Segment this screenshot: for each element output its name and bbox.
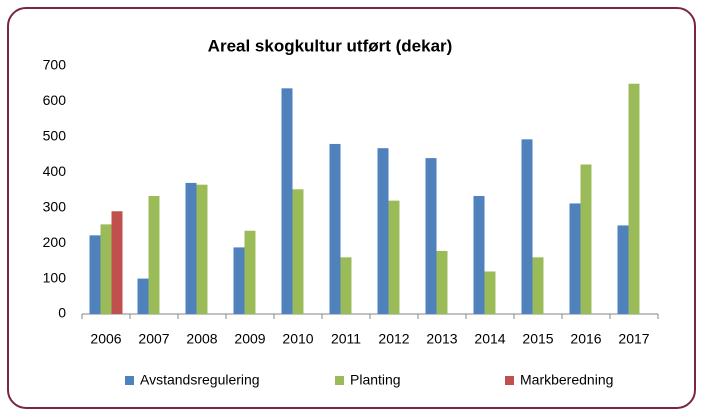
- bar: [111, 211, 123, 314]
- y-tick-label: 100: [43, 269, 67, 285]
- bar: [532, 257, 544, 314]
- x-tick-label: 2008: [186, 331, 217, 347]
- legend-swatch: [125, 376, 134, 385]
- x-tick-label: 2013: [426, 331, 457, 347]
- bar: [377, 148, 389, 314]
- legend-label: Avstandsregulering: [140, 372, 260, 388]
- legend-label: Markberedning: [520, 372, 613, 388]
- bar: [185, 182, 197, 314]
- y-tick-label: 400: [43, 163, 67, 179]
- bar: [388, 200, 400, 314]
- bar: [436, 250, 448, 314]
- x-tick-label: 2014: [474, 331, 505, 347]
- bar: [281, 88, 293, 314]
- bar: [628, 83, 640, 314]
- x-tick-label: 2006: [90, 331, 121, 347]
- bar: [521, 139, 533, 314]
- legend-swatch: [505, 376, 514, 385]
- bar: [100, 224, 112, 314]
- legend-swatch: [335, 376, 344, 385]
- bar: [137, 278, 149, 314]
- y-tick-label: 500: [43, 128, 67, 144]
- y-tick-label: 200: [43, 234, 67, 250]
- bar: [473, 196, 485, 314]
- y-tick-label: 0: [58, 305, 66, 321]
- bar: [244, 230, 256, 314]
- bar: [233, 247, 245, 314]
- bar: [89, 235, 101, 314]
- bar: [329, 143, 341, 314]
- bar: [148, 196, 160, 314]
- x-tick-label: 2015: [522, 331, 553, 347]
- chart-frame: [7, 7, 696, 409]
- chart-title: Areal skogkultur utført (dekar): [208, 36, 453, 55]
- y-tick-label: 600: [43, 92, 67, 108]
- bar: [196, 184, 208, 314]
- x-tick-label: 2016: [570, 331, 601, 347]
- bar: [340, 257, 352, 314]
- x-tick-label: 2010: [282, 331, 313, 347]
- bar: [580, 164, 592, 314]
- y-tick-label: 300: [43, 198, 67, 214]
- y-tick-label: 700: [43, 57, 67, 73]
- legend-label: Planting: [350, 372, 401, 388]
- x-tick-label: 2007: [138, 331, 169, 347]
- bar: [292, 189, 304, 314]
- x-tick-label: 2011: [331, 331, 361, 347]
- x-tick-label: 2017: [618, 331, 649, 347]
- x-tick-label: 2009: [234, 331, 265, 347]
- x-tick-label: 2012: [378, 331, 409, 347]
- bar: [617, 225, 629, 314]
- bar: [484, 271, 496, 314]
- bar: [425, 158, 437, 314]
- bar: [569, 203, 581, 314]
